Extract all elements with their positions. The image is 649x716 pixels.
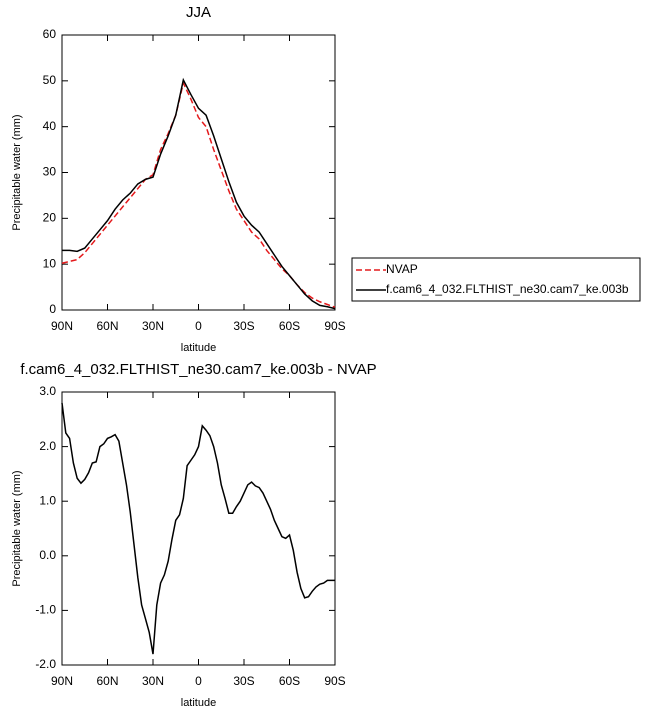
x-axis-label: latitude bbox=[181, 342, 216, 354]
y-tick-label: 3.0 bbox=[39, 384, 56, 398]
chart-title: f.cam6_4_032.FLTHIST_ne30.cam7_ke.003b -… bbox=[20, 361, 376, 378]
y-tick-label: 20 bbox=[43, 211, 57, 225]
x-tick-label: 90N bbox=[51, 674, 73, 688]
y-tick-label: 60 bbox=[43, 27, 57, 41]
x-tick-label: 60S bbox=[279, 319, 300, 333]
y-tick-label: 0 bbox=[49, 302, 56, 316]
y-tick-label: 30 bbox=[43, 165, 57, 179]
legend-label: NVAP bbox=[386, 262, 418, 276]
y-tick-label: 1.0 bbox=[39, 493, 56, 507]
x-tick-label: 30S bbox=[233, 674, 254, 688]
legend-label: f.cam6_4_032.FLTHIST_ne30.cam7_ke.003b bbox=[386, 282, 629, 296]
y-tick-label: 50 bbox=[43, 73, 57, 87]
y-tick-label: -1.0 bbox=[35, 603, 56, 617]
y-tick-label: 0.0 bbox=[39, 548, 56, 562]
x-tick-label: 30N bbox=[142, 319, 164, 333]
x-tick-label: 60N bbox=[96, 319, 118, 333]
x-tick-label: 30N bbox=[142, 674, 164, 688]
data-line bbox=[61, 80, 336, 308]
x-tick-label: 90S bbox=[324, 319, 345, 333]
chart-title: JJA bbox=[186, 4, 211, 21]
legend-box bbox=[351, 257, 641, 302]
x-tick-label: 0 bbox=[195, 674, 202, 688]
data-line bbox=[62, 77, 336, 310]
y-tick-label: -2.0 bbox=[35, 657, 56, 671]
y-tick-label: 2.0 bbox=[39, 439, 56, 453]
x-axis-label: latitude bbox=[181, 697, 216, 709]
y-axis-label: Precipitable water (mm) bbox=[11, 470, 23, 586]
x-tick-label: 0 bbox=[195, 319, 202, 333]
y-axis-label: Precipitable water (mm) bbox=[11, 114, 23, 230]
x-tick-label: 90S bbox=[324, 674, 345, 688]
data-line bbox=[61, 402, 335, 655]
x-tick-label: 60S bbox=[279, 674, 300, 688]
y-tick-label: 10 bbox=[43, 256, 57, 270]
x-tick-label: 90N bbox=[51, 319, 73, 333]
y-tick-label: 40 bbox=[43, 119, 57, 133]
plot-frame bbox=[61, 34, 336, 311]
x-tick-label: 30S bbox=[233, 319, 254, 333]
plot-frame bbox=[61, 391, 336, 666]
x-tick-label: 60N bbox=[96, 674, 118, 688]
